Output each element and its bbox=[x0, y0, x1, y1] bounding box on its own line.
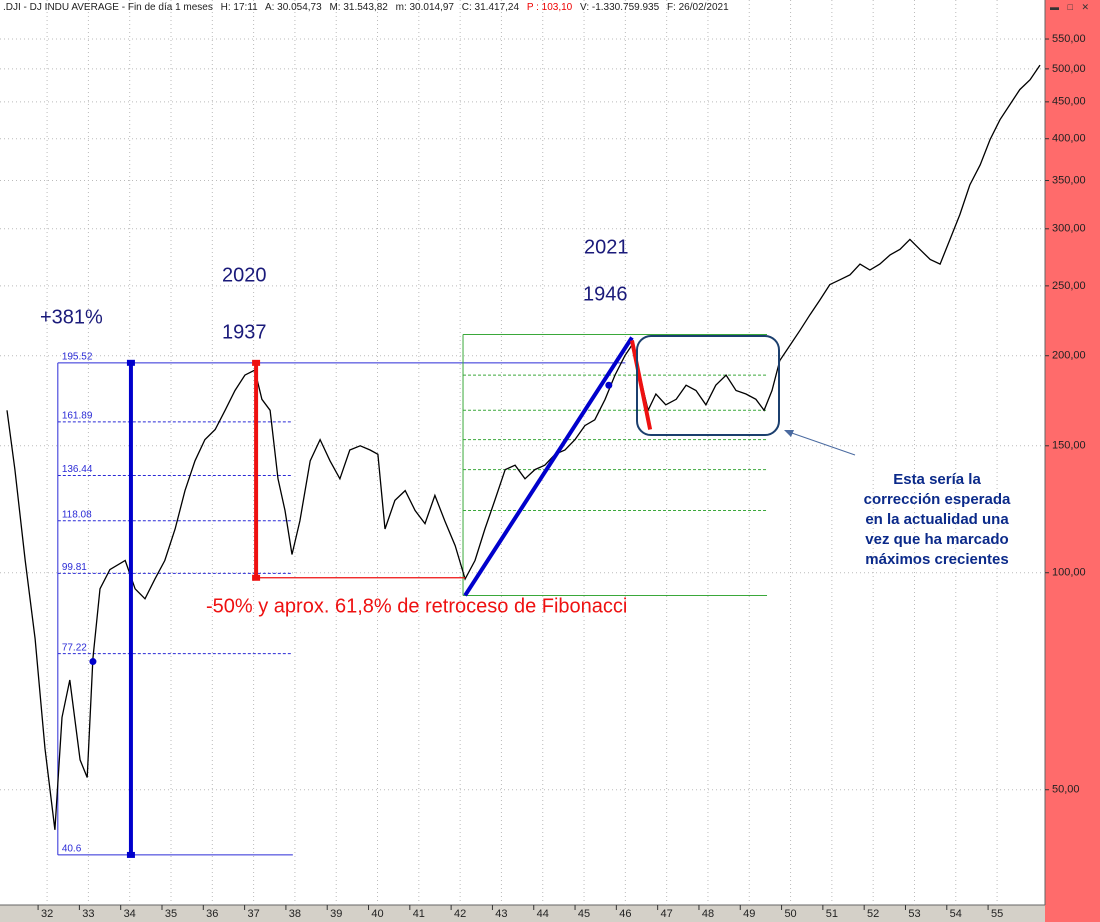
y-tick-label: 250,00 bbox=[1052, 280, 1086, 292]
x-tick-label: 52 bbox=[867, 908, 879, 920]
x-tick-label: 53 bbox=[908, 908, 920, 920]
y-tick-label: 300,00 bbox=[1052, 223, 1086, 235]
annotation: +381% bbox=[40, 306, 103, 328]
x-tick-label: 34 bbox=[124, 908, 136, 920]
y-tick-label: 400,00 bbox=[1052, 133, 1086, 145]
note-line: máximos crecientes bbox=[865, 551, 1008, 568]
drawn-line bbox=[629, 340, 653, 430]
note-line: corrección esperada bbox=[864, 491, 1011, 508]
y-tick-label: 50,00 bbox=[1052, 784, 1080, 796]
x-tick-label: 40 bbox=[371, 908, 383, 920]
note-line: en la actualidad una bbox=[865, 511, 1009, 528]
y-tick-label: 150,00 bbox=[1052, 440, 1086, 452]
line-end bbox=[252, 359, 261, 366]
header-field: A: 30.054,73 bbox=[264, 2, 322, 13]
y-tick-label: 100,00 bbox=[1052, 567, 1086, 579]
x-tick-label: 49 bbox=[743, 908, 755, 920]
x-tick-label: 35 bbox=[165, 908, 177, 920]
fib-label: 118.08 bbox=[62, 509, 92, 520]
x-tick-label: 46 bbox=[619, 908, 631, 920]
y-tick-label: 200,00 bbox=[1052, 350, 1086, 362]
arrow bbox=[785, 430, 856, 456]
annotation: 1946 bbox=[583, 283, 628, 305]
x-tick-label: 32 bbox=[41, 908, 53, 920]
header-field: C: 31.417,24 bbox=[461, 2, 520, 13]
x-tick-label: 55 bbox=[991, 908, 1003, 920]
fib-label: 161.89 bbox=[62, 411, 93, 422]
x-axis-panel bbox=[0, 905, 1045, 922]
x-tick-label: 44 bbox=[537, 908, 549, 920]
highlight-box bbox=[636, 335, 780, 436]
fib-label: 40.6 bbox=[62, 844, 82, 855]
y-tick-label: 500,00 bbox=[1052, 63, 1086, 75]
y-tick-label: 350,00 bbox=[1052, 174, 1086, 186]
y-axis-panel bbox=[1045, 0, 1100, 922]
x-tick-label: 47 bbox=[661, 908, 673, 920]
header-field: V: -1.330.759.935 bbox=[580, 2, 660, 13]
x-tick-label: 42 bbox=[454, 908, 466, 920]
fib-label: 195.52 bbox=[62, 351, 93, 362]
x-tick-label: 39 bbox=[330, 908, 342, 920]
x-tick-label: 45 bbox=[578, 908, 590, 920]
header-field: P : 103,10 bbox=[526, 2, 573, 13]
x-tick-label: 41 bbox=[413, 908, 425, 920]
x-tick-label: 54 bbox=[950, 908, 962, 920]
note-line: vez que ha marcado bbox=[865, 531, 1008, 548]
annotation: 1937 bbox=[222, 321, 267, 343]
x-tick-label: 36 bbox=[206, 908, 218, 920]
x-tick-label: 38 bbox=[289, 908, 301, 920]
header-field: M: 31.543,82 bbox=[329, 2, 388, 13]
fib-label: 77.22 bbox=[62, 642, 87, 653]
x-tick-label: 43 bbox=[495, 908, 507, 920]
x-tick-label: 51 bbox=[826, 908, 838, 920]
header-field: H: 17:11 bbox=[220, 2, 258, 13]
line-end bbox=[126, 851, 135, 858]
window-buttons[interactable]: ▬ □ ✕ bbox=[1050, 2, 1092, 12]
drawn-line bbox=[463, 336, 634, 597]
y-tick-label: 450,00 bbox=[1052, 96, 1086, 108]
fib-label: 136.44 bbox=[62, 464, 93, 475]
header-title: .DJI - DJ INDU AVERAGE - Fin de día 1 me… bbox=[3, 2, 213, 13]
x-tick-label: 37 bbox=[247, 908, 259, 920]
header: .DJI - DJ INDU AVERAGE - Fin de día 1 me… bbox=[0, 0, 1045, 16]
annotation: 2020 bbox=[222, 264, 267, 286]
x-tick-label: 33 bbox=[82, 908, 94, 920]
x-tick-label: 50 bbox=[784, 908, 796, 920]
x-tick-label: 48 bbox=[702, 908, 714, 920]
header-field: F: 26/02/2021 bbox=[666, 2, 729, 13]
annotation: -50% y aprox. 61,8% de retroceso de Fibo… bbox=[206, 595, 627, 617]
fib-label: 99.81 bbox=[62, 562, 87, 573]
header-field: m: 30.014,97 bbox=[395, 2, 454, 13]
arrow-head bbox=[784, 430, 794, 437]
note-line: Esta sería la bbox=[893, 471, 981, 488]
y-tick-label: 550,00 bbox=[1052, 33, 1086, 45]
dot bbox=[89, 658, 97, 666]
line-end bbox=[126, 359, 135, 366]
dot bbox=[605, 381, 613, 389]
price-line bbox=[6, 64, 1041, 830]
annotation: 2021 bbox=[584, 236, 629, 258]
